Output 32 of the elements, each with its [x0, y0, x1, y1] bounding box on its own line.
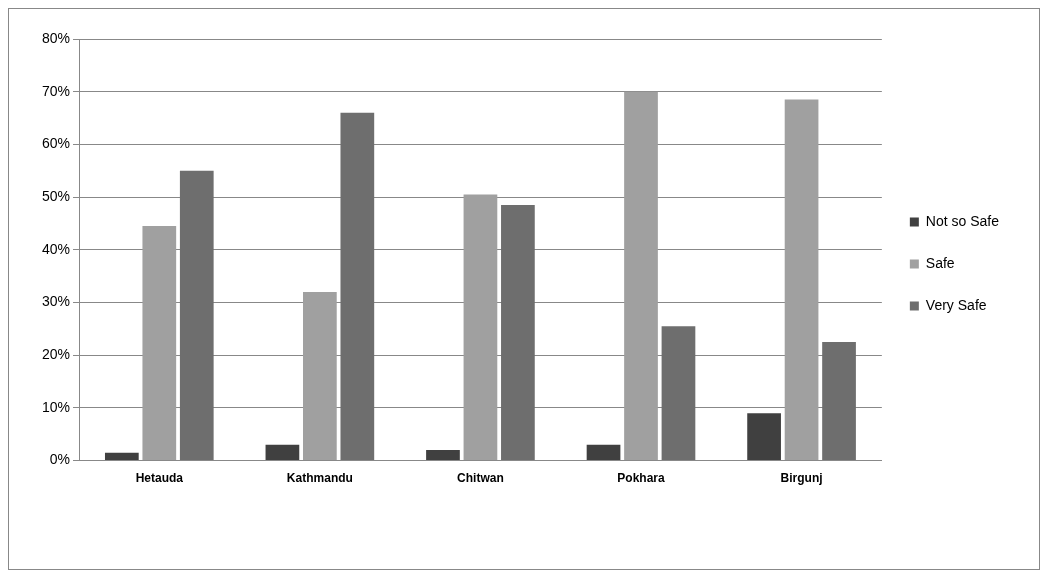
bar — [661, 326, 696, 461]
legend-label: Not so Safe — [925, 212, 1000, 229]
bar — [586, 444, 621, 461]
bar — [784, 99, 819, 461]
bar — [303, 291, 337, 461]
y-tick-label: 20% — [41, 346, 71, 363]
y-tick-label: 70% — [41, 82, 71, 99]
y-tick-label: 80% — [41, 29, 71, 46]
bar — [822, 342, 856, 461]
legend-label: Safe — [925, 254, 955, 271]
bar — [142, 226, 177, 461]
legend-label: Very Safe — [925, 296, 987, 313]
y-tick-label: 0% — [49, 451, 71, 468]
bar — [265, 444, 300, 461]
y-tick-label: 10% — [41, 398, 71, 415]
bar — [426, 450, 460, 461]
y-tick-label: 30% — [41, 293, 71, 310]
x-tick-label: Kathmandu — [286, 471, 353, 486]
bar — [624, 91, 658, 461]
bar — [104, 452, 139, 461]
x-tick-label: Chitwan — [457, 471, 504, 486]
x-tick-label: Hetauda — [135, 471, 184, 486]
x-tick-label: Birgunj — [780, 471, 823, 486]
x-tick-label: Pokhara — [617, 471, 665, 486]
bar — [340, 112, 375, 461]
bar — [463, 194, 498, 461]
bar — [747, 413, 781, 461]
bar — [179, 170, 214, 461]
bar — [501, 205, 535, 461]
y-tick-label: 60% — [41, 135, 71, 152]
y-tick-label: 50% — [41, 187, 71, 204]
y-tick-label: 40% — [41, 240, 71, 257]
